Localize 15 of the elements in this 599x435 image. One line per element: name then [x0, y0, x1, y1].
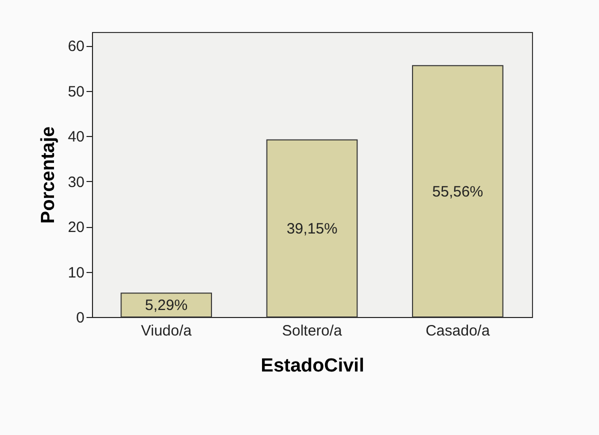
- x-tick-label: Casado/a: [426, 322, 490, 340]
- x-tick-label: Soltero/a: [282, 322, 343, 340]
- y-tick-label: 60: [68, 38, 84, 56]
- y-tick-label: 40: [68, 128, 84, 146]
- y-tick-label: 0: [76, 310, 84, 326]
- data-label: 39,15%: [286, 220, 338, 238]
- y-tick-label: 20: [68, 219, 84, 236]
- y-tick-label: 30: [68, 174, 84, 191]
- y-axis-title: Porcentaje: [38, 126, 59, 224]
- y-tick-label: 10: [68, 264, 84, 282]
- x-axis-title: EstadoCivil: [260, 356, 364, 376]
- data-label: 5,29%: [145, 297, 188, 314]
- x-tick-label: Viudo/a: [141, 322, 192, 340]
- data-label: 55,56%: [432, 183, 484, 200]
- y-tick-label: 50: [68, 83, 84, 100]
